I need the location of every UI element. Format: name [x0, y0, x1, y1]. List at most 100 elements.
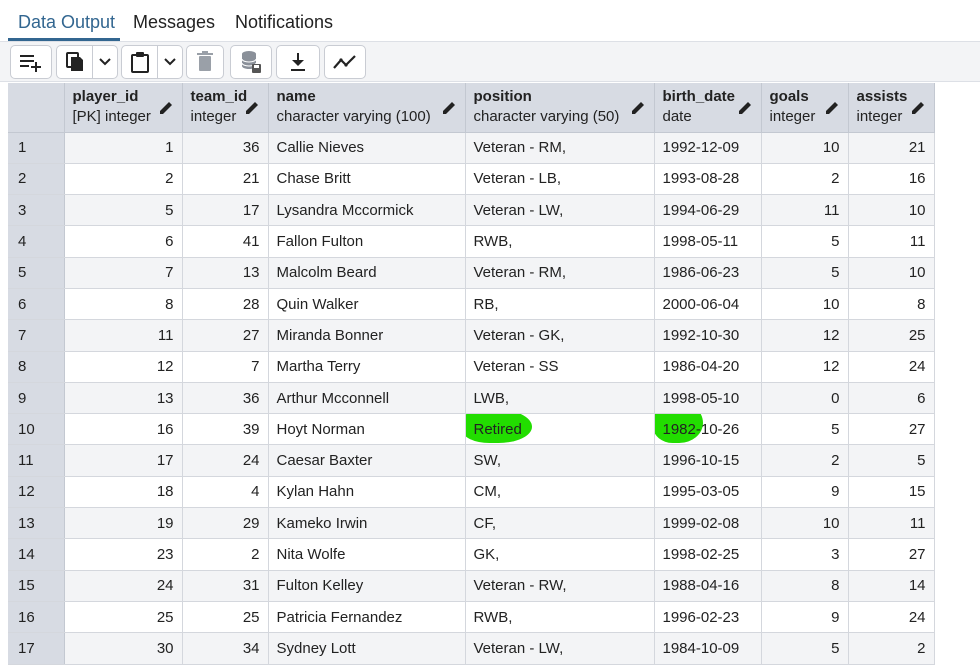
cell-position[interactable]: SW,: [465, 444, 655, 477]
row-number[interactable]: 6: [8, 288, 65, 321]
edit-pencil-icon[interactable]: [910, 100, 926, 116]
cell-team-id[interactable]: 29: [182, 507, 269, 540]
edit-pencil-icon[interactable]: [737, 100, 753, 116]
cell-name[interactable]: Miranda Bonner: [268, 319, 466, 352]
cell-goals[interactable]: 11: [761, 194, 849, 227]
cell-name[interactable]: Patricia Fernandez: [268, 601, 466, 634]
row-number[interactable]: 15: [8, 570, 65, 602]
row-number[interactable]: 10: [8, 413, 65, 446]
cell-goals[interactable]: 10: [761, 507, 849, 540]
row-number[interactable]: 3: [8, 194, 65, 227]
table-row[interactable]: 8 12 7 Martha Terry Veteran - SS 1986-04-20 12…: [8, 351, 935, 383]
download-button[interactable]: [276, 45, 320, 79]
row-number-header[interactable]: [8, 83, 65, 133]
row-number[interactable]: 14: [8, 538, 65, 571]
cell-player-id[interactable]: 16: [64, 413, 183, 446]
cell-assists[interactable]: 24: [848, 601, 935, 634]
row-number[interactable]: 17: [8, 632, 65, 665]
cell-name[interactable]: Arthur Mcconnell: [268, 382, 466, 415]
cell-team-id[interactable]: 21: [182, 163, 269, 196]
cell-assists[interactable]: 24: [848, 351, 935, 383]
cell-assists[interactable]: 8: [848, 288, 935, 321]
cell-team-id[interactable]: 41: [182, 225, 269, 258]
cell-goals[interactable]: 5: [761, 225, 849, 258]
cell-birth-date[interactable]: 1982-10-26: [654, 413, 762, 446]
edit-pencil-icon[interactable]: [158, 100, 174, 116]
cell-player-id[interactable]: 1: [64, 132, 183, 164]
cell-birth-date[interactable]: 1994-06-29: [654, 194, 762, 227]
cell-player-id[interactable]: 19: [64, 507, 183, 540]
cell-birth-date[interactable]: 1986-04-20: [654, 351, 762, 383]
cell-assists[interactable]: 21: [848, 132, 935, 164]
cell-position[interactable]: RWB,: [465, 225, 655, 258]
row-number[interactable]: 1: [8, 132, 65, 164]
cell-player-id[interactable]: 30: [64, 632, 183, 665]
cell-assists[interactable]: 27: [848, 538, 935, 571]
cell-team-id[interactable]: 28: [182, 288, 269, 321]
cell-goals[interactable]: 10: [761, 288, 849, 321]
cell-assists[interactable]: 27: [848, 413, 935, 446]
cell-assists[interactable]: 14: [848, 570, 935, 602]
cell-assists[interactable]: 25: [848, 319, 935, 352]
cell-birth-date[interactable]: 1999-02-08: [654, 507, 762, 540]
cell-birth-date[interactable]: 1993-08-28: [654, 163, 762, 196]
cell-assists[interactable]: 6: [848, 382, 935, 415]
cell-team-id[interactable]: 4: [182, 476, 269, 509]
cell-birth-date[interactable]: 1992-12-09: [654, 132, 762, 164]
cell-team-id[interactable]: 36: [182, 382, 269, 415]
row-number[interactable]: 9: [8, 382, 65, 415]
cell-name[interactable]: Kameko Irwin: [268, 507, 466, 540]
cell-name[interactable]: Nita Wolfe: [268, 538, 466, 571]
cell-birth-date[interactable]: 1995-03-05: [654, 476, 762, 509]
cell-birth-date[interactable]: 1992-10-30: [654, 319, 762, 352]
cell-goals[interactable]: 2: [761, 163, 849, 196]
edit-pencil-icon[interactable]: [441, 100, 457, 116]
graph-visualiser-button[interactable]: [324, 45, 366, 79]
cell-team-id[interactable]: 39: [182, 413, 269, 446]
cell-name[interactable]: Chase Britt: [268, 163, 466, 196]
cell-player-id[interactable]: 25: [64, 601, 183, 634]
cell-goals[interactable]: 5: [761, 257, 849, 289]
cell-name[interactable]: Lysandra Mccormick: [268, 194, 466, 227]
column-header-birth-date[interactable]: birth_date date: [654, 83, 762, 133]
delete-button[interactable]: [186, 45, 224, 79]
cell-name[interactable]: Fallon Fulton: [268, 225, 466, 258]
cell-birth-date[interactable]: 1996-02-23: [654, 601, 762, 634]
cell-birth-date[interactable]: 1998-05-11: [654, 225, 762, 258]
cell-name[interactable]: Caesar Baxter: [268, 444, 466, 477]
cell-position[interactable]: Veteran - LB,: [465, 163, 655, 196]
cell-position[interactable]: Retired: [465, 413, 655, 446]
cell-team-id[interactable]: 34: [182, 632, 269, 665]
cell-name[interactable]: Hoyt Norman: [268, 413, 466, 446]
cell-player-id[interactable]: 8: [64, 288, 183, 321]
column-header-position[interactable]: position character varying (50): [465, 83, 655, 133]
cell-position[interactable]: GK,: [465, 538, 655, 571]
table-row[interactable]: 17 30 34 Sydney Lott Veteran - LW, 1984-10-09…: [8, 632, 935, 665]
table-row[interactable]: 16 25 25 Patricia Fernandez RWB, 1996-02-23 9 2…: [8, 601, 935, 634]
cell-team-id[interactable]: 27: [182, 319, 269, 352]
paste-options-button[interactable]: [157, 46, 182, 78]
cell-position[interactable]: CM,: [465, 476, 655, 509]
cell-goals[interactable]: 5: [761, 413, 849, 446]
cell-player-id[interactable]: 11: [64, 319, 183, 352]
table-row[interactable]: 13 19 29 Kameko Irwin CF, 1999-02-08 10 11: [8, 507, 935, 540]
cell-team-id[interactable]: 36: [182, 132, 269, 164]
cell-name[interactable]: Fulton Kelley: [268, 570, 466, 602]
cell-team-id[interactable]: 13: [182, 257, 269, 289]
tab-notifications[interactable]: Notifications: [235, 12, 334, 32]
cell-player-id[interactable]: 5: [64, 194, 183, 227]
cell-goals[interactable]: 5: [761, 632, 849, 665]
cell-position[interactable]: Veteran - GK,: [465, 319, 655, 352]
cell-birth-date[interactable]: 1998-02-25: [654, 538, 762, 571]
cell-position[interactable]: RB,: [465, 288, 655, 321]
cell-player-id[interactable]: 17: [64, 444, 183, 477]
cell-goals[interactable]: 9: [761, 476, 849, 509]
table-row[interactable]: 4 6 41 Fallon Fulton RWB, 1998-05-11 5 11: [8, 225, 935, 258]
cell-goals[interactable]: 12: [761, 351, 849, 383]
cell-goals[interactable]: 0: [761, 382, 849, 415]
cell-assists[interactable]: 2: [848, 632, 935, 665]
cell-name[interactable]: Quin Walker: [268, 288, 466, 321]
paste-button[interactable]: [122, 46, 157, 78]
cell-position[interactable]: Veteran - LW,: [465, 632, 655, 665]
cell-goals[interactable]: 2: [761, 444, 849, 477]
